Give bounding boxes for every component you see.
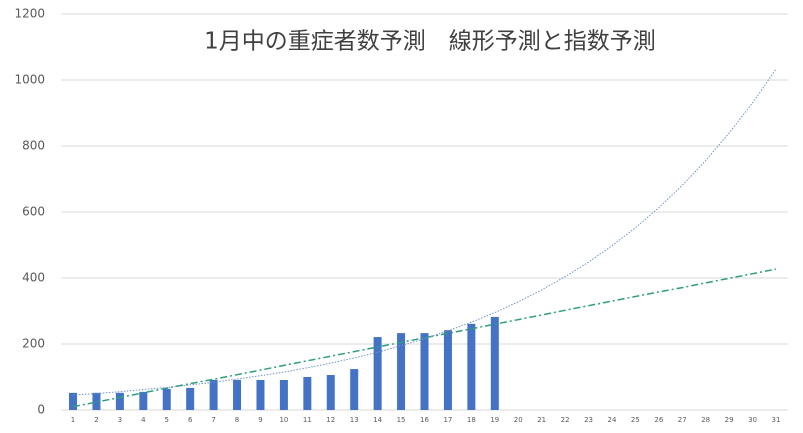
x-tick-label: 7 (211, 416, 215, 424)
x-tick-label: 13 (350, 416, 359, 424)
x-tick-label: 31 (772, 416, 781, 424)
x-tick-label: 5 (165, 416, 169, 424)
x-tick-label: 17 (443, 416, 452, 424)
chart-title: 1月中の重症者数予測 線形予測と指数予測 (204, 29, 656, 55)
x-tick-label: 27 (678, 416, 687, 424)
x-tick-label: 18 (467, 416, 476, 424)
x-tick-label: 19 (490, 416, 499, 424)
x-tick-label: 1 (71, 416, 75, 424)
x-tick-label: 11 (303, 416, 312, 424)
x-tick-label: 28 (701, 416, 710, 424)
bar (139, 391, 148, 410)
bar (279, 379, 288, 410)
bar (467, 323, 476, 410)
bar (373, 337, 382, 410)
x-tick-label: 23 (584, 416, 593, 424)
x-tick-label: 2 (94, 416, 98, 424)
y-tick-label: 600 (22, 205, 45, 219)
x-tick-label: 8 (235, 416, 239, 424)
y-tick-label: 1000 (14, 73, 45, 87)
trendline (72, 268, 777, 408)
x-tick-label: 22 (561, 416, 570, 424)
y-tick-label: 0 (37, 403, 45, 417)
x-tick-label: 14 (373, 416, 382, 424)
bar (303, 377, 312, 410)
bar (350, 369, 359, 410)
x-tick-label: 21 (537, 416, 546, 424)
x-tick-label: 25 (631, 416, 640, 424)
bar (420, 333, 429, 410)
x-tick-label: 16 (420, 416, 429, 424)
x-tick-label: 12 (326, 416, 335, 424)
y-tick-label: 1200 (14, 7, 45, 21)
bar (115, 392, 124, 410)
x-tick-label: 4 (141, 416, 146, 424)
x-tick-label: 15 (397, 416, 406, 424)
bar (326, 375, 335, 410)
y-tick-label: 200 (22, 337, 45, 351)
bar (256, 379, 265, 410)
x-tick-label: 30 (748, 416, 757, 424)
bar (69, 392, 78, 410)
x-tick-label: 10 (279, 416, 288, 424)
x-tick-label: 24 (607, 416, 616, 424)
x-tick-label: 9 (258, 416, 262, 424)
x-tick-label: 3 (118, 416, 122, 424)
x-tick-label: 20 (514, 416, 523, 424)
trendline (72, 68, 777, 396)
bar (443, 330, 452, 410)
bar (233, 379, 242, 410)
bar (490, 316, 499, 410)
bar (186, 387, 195, 410)
bar (162, 388, 171, 410)
bar (92, 392, 101, 410)
y-tick-label: 800 (22, 139, 45, 153)
bar (209, 379, 218, 410)
x-tick-label: 6 (188, 416, 193, 424)
x-tick-label: 26 (654, 416, 663, 424)
bar (397, 333, 406, 410)
x-tick-label: 29 (725, 416, 734, 424)
y-tick-label: 400 (22, 271, 45, 285)
